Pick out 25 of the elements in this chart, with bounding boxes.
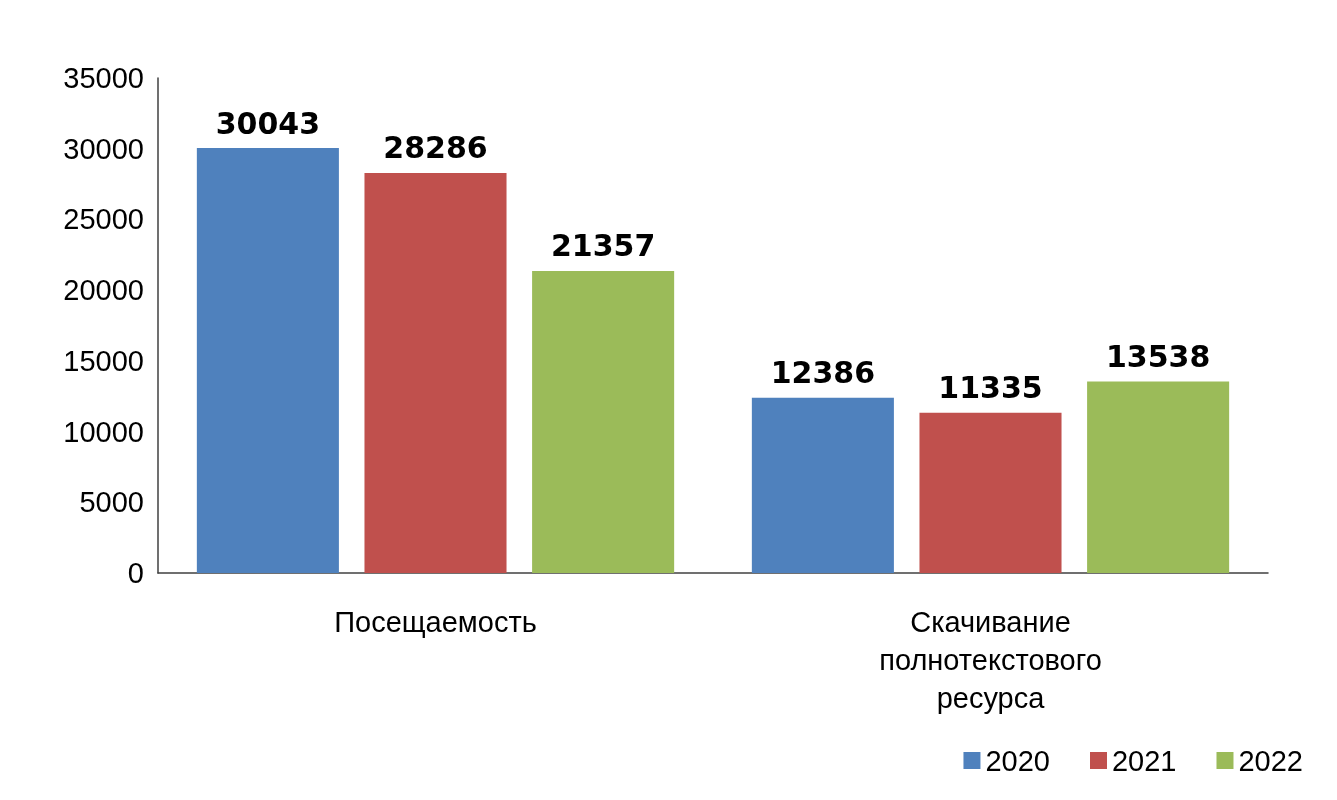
bar [196, 148, 339, 573]
data-label: 11335 [938, 370, 1043, 406]
x-tick-label: Скачивание полнотекстового ресурса [879, 606, 1102, 714]
legend-label: 2020 [985, 744, 1050, 777]
data-label: 21357 [550, 228, 656, 264]
bar [1087, 381, 1230, 573]
y-tick-label: 30000 [63, 132, 144, 165]
data-label: 13538 [1105, 339, 1211, 375]
legend-label: 2021 [1111, 744, 1177, 777]
y-tick-label: 35000 [63, 62, 144, 94]
y-tick-label: 0 [127, 557, 144, 589]
y-tick-label: 20000 [63, 274, 144, 307]
legend-label: 2022 [1238, 744, 1303, 777]
bar [919, 412, 1062, 573]
y-tick-label: 10000 [63, 415, 144, 448]
x-tick-label: Посещаемость [334, 606, 537, 638]
bar [364, 172, 507, 573]
y-tick-label: 25000 [63, 203, 144, 236]
y-tick-label: 15000 [63, 344, 144, 377]
bar [751, 397, 894, 573]
data-label: 12386 [770, 355, 876, 391]
bar [532, 270, 675, 573]
y-tick-label: 5000 [79, 486, 144, 519]
data-label: 30043 [215, 105, 321, 141]
data-label: 28286 [383, 130, 488, 166]
